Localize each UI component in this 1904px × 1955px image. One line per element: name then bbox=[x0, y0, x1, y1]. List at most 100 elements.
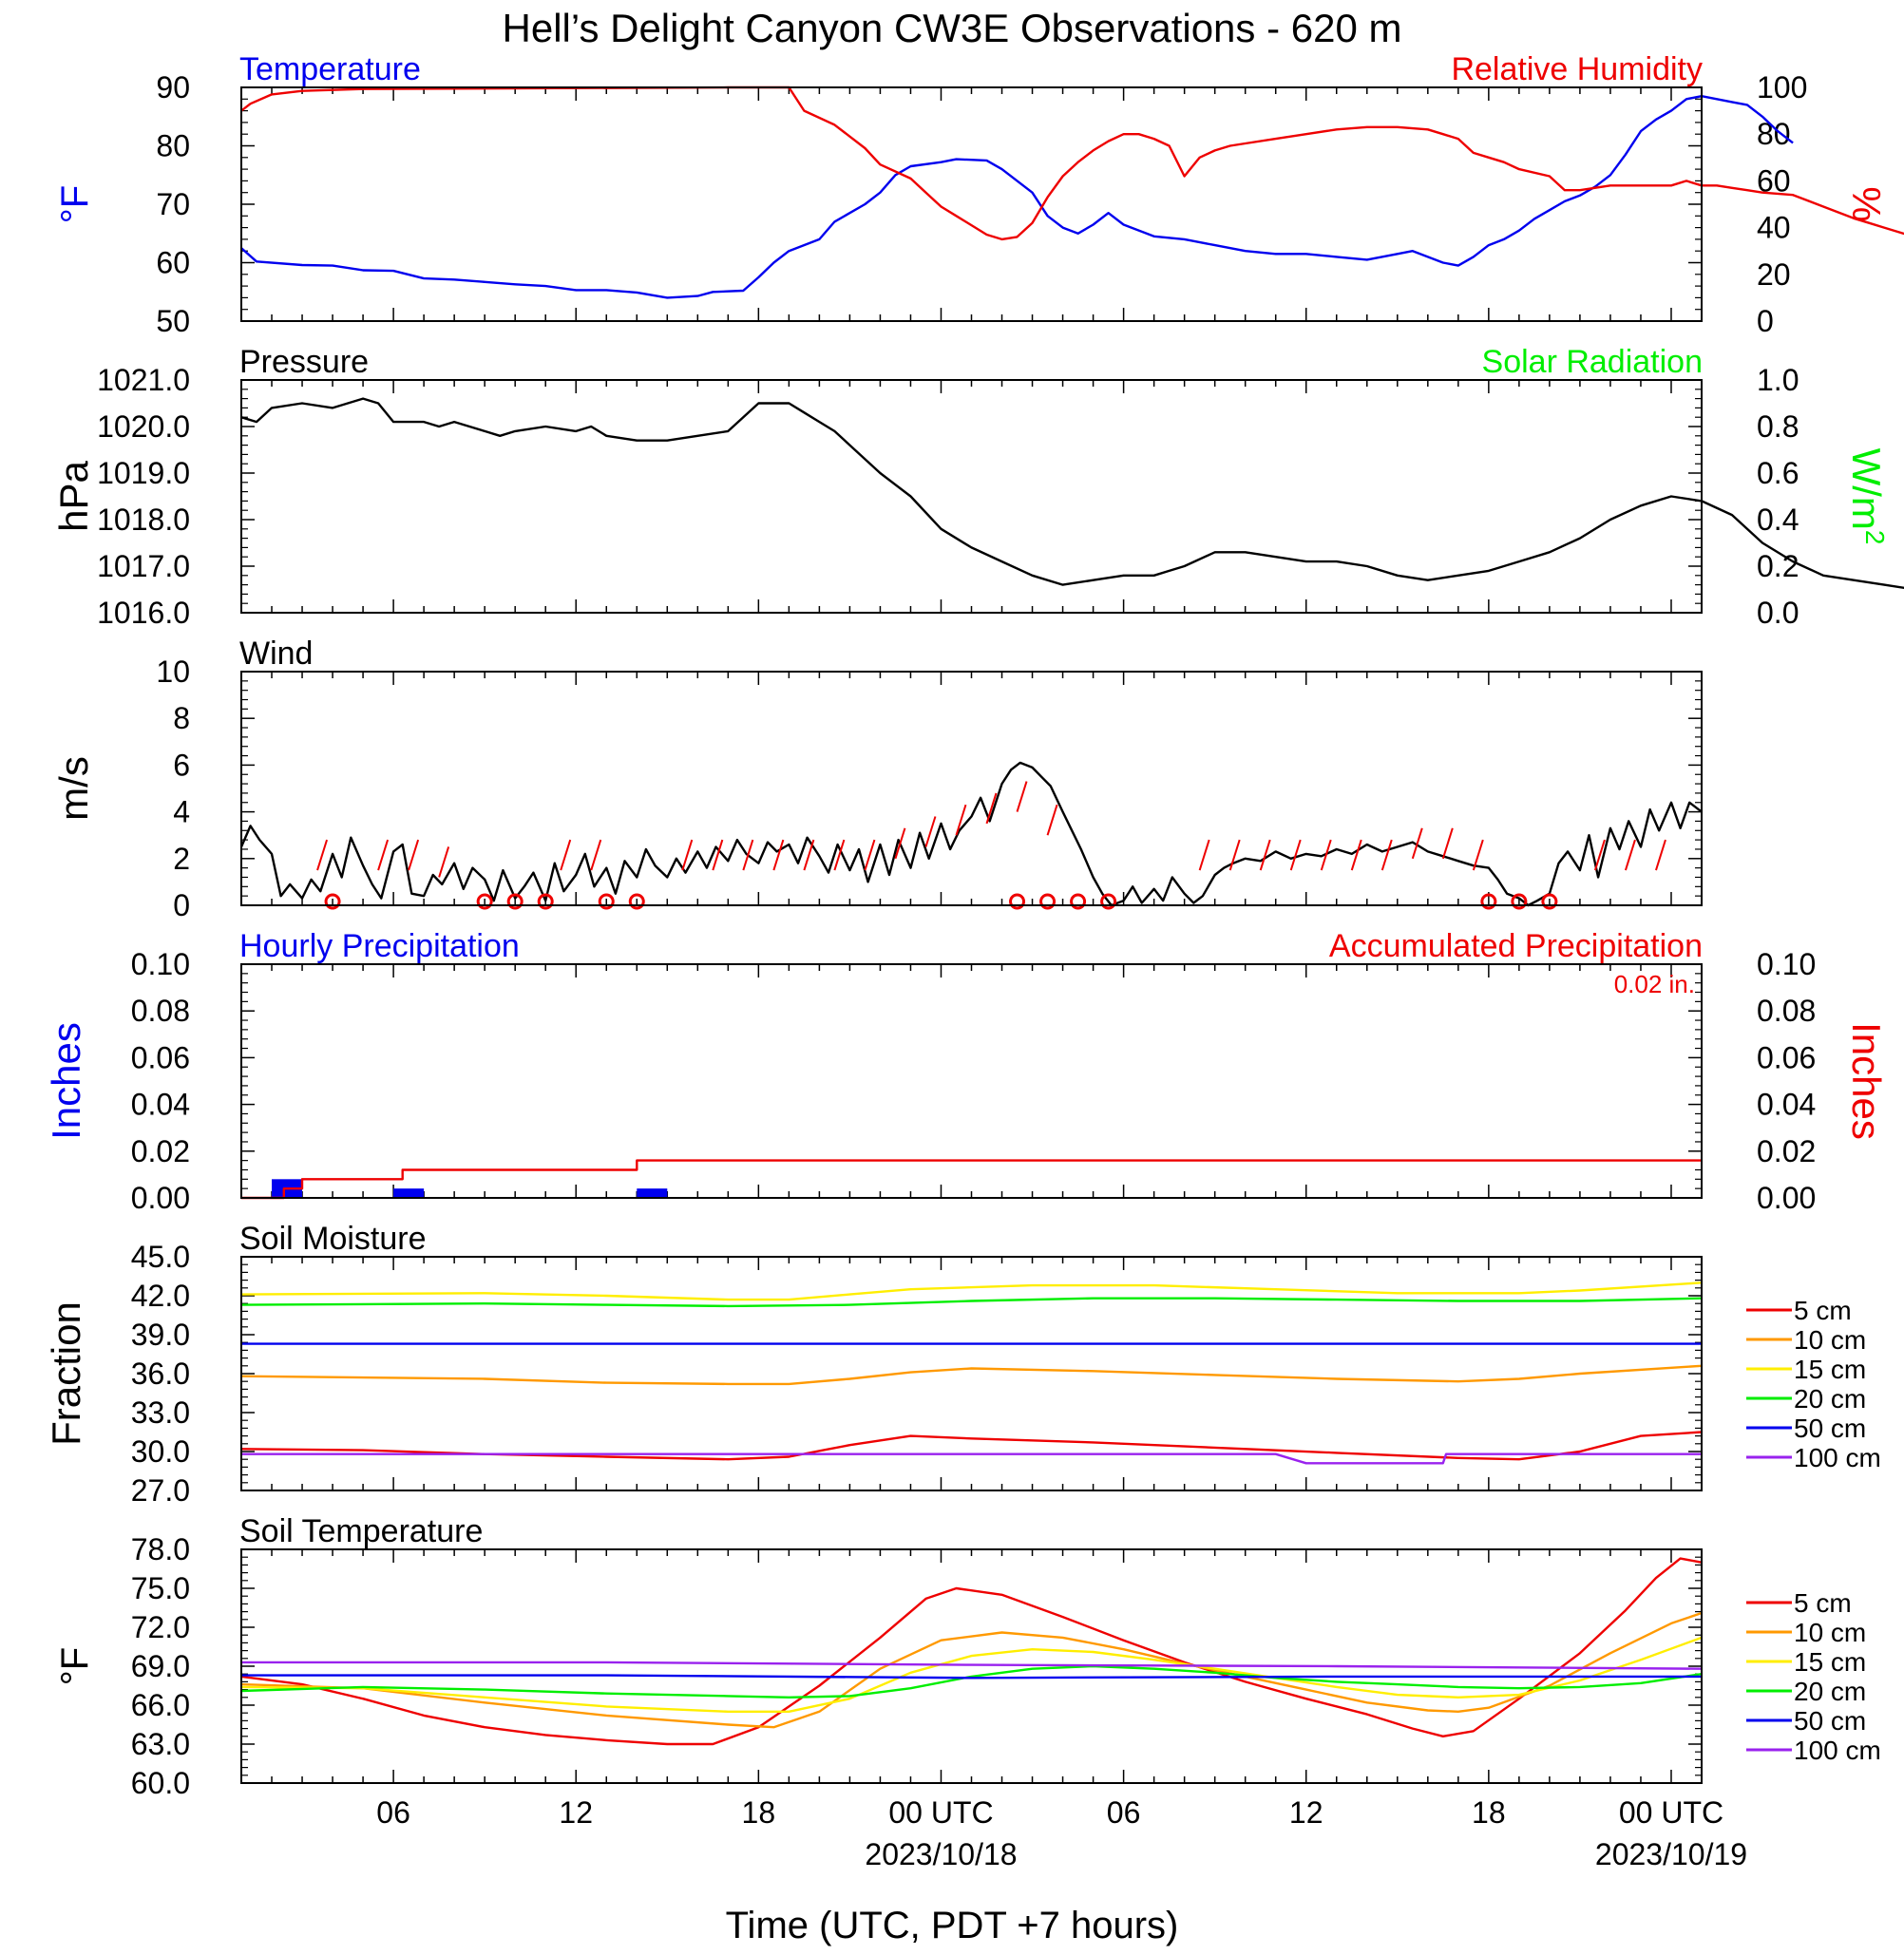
wind-barb bbox=[894, 827, 906, 860]
wind-barb bbox=[1411, 827, 1423, 860]
calm-wind-marker bbox=[1541, 893, 1558, 910]
y-tick-label-left: 63.0 bbox=[131, 1727, 190, 1761]
y-tick-label-left: 0.04 bbox=[131, 1088, 190, 1122]
wind-barb bbox=[1259, 839, 1271, 871]
wind-barb bbox=[772, 839, 785, 871]
y-tick-label-left: 0 bbox=[173, 888, 190, 922]
wind-barb bbox=[742, 839, 754, 871]
x-axis-title: Time (UTC, PDT +7 hours) bbox=[726, 1905, 1179, 1946]
precip-bar bbox=[393, 1188, 425, 1198]
y-tick-label-left: 70 bbox=[156, 187, 190, 221]
panel-frame bbox=[240, 379, 1703, 614]
wind-barb bbox=[377, 839, 390, 871]
chart-panel-5: 27.0 30.0 33.0 36.0 39.0 42.0 45.0 Soil Moistur… bbox=[44, 1221, 1881, 1508]
wind-barb bbox=[681, 839, 694, 871]
calm-wind-marker bbox=[598, 893, 615, 910]
x-tick-date-label: 2023/10/18 bbox=[865, 1837, 1017, 1871]
legend-entry: 15 cm bbox=[1794, 1355, 1866, 1384]
calm-wind-marker bbox=[1480, 893, 1497, 910]
panel-title-right: Relative Humidity bbox=[1451, 51, 1703, 87]
panel-title-right: Solar Radiation bbox=[1482, 344, 1703, 380]
legend-entry: 100 cm bbox=[1794, 1443, 1881, 1472]
legend-entry: 15 cm bbox=[1794, 1647, 1866, 1677]
y-tick-label-left: 80 bbox=[156, 129, 190, 163]
wind-barb bbox=[590, 839, 602, 871]
panel-frame bbox=[240, 1548, 1703, 1784]
series-line-accumulated-precipitation bbox=[241, 1159, 1702, 1200]
series-line-5-cm bbox=[240, 1557, 1703, 1746]
series-line-100-cm bbox=[241, 1661, 1703, 1670]
y-tick-label-left: 1021.0 bbox=[97, 363, 190, 397]
y-tick-label-right: 0.6 bbox=[1757, 456, 1799, 490]
wind-barb bbox=[1441, 827, 1454, 860]
y-tick-label-left: 1017.0 bbox=[97, 549, 190, 583]
panel-title-left: Temperature bbox=[239, 51, 421, 87]
series-line-relative-humidity bbox=[240, 85, 1904, 241]
y-tick-label-left: 39.0 bbox=[131, 1318, 190, 1352]
panel-title-left: Pressure bbox=[239, 344, 369, 380]
y-tick-label-right: 100 bbox=[1757, 70, 1807, 104]
chart-panel-4: 0.00 0.02 0.04 0.06 0.08 0.10 0.00 0.02 0.04 0.06… bbox=[44, 928, 1889, 1215]
precip-bar bbox=[637, 1188, 668, 1198]
wind-barb bbox=[712, 839, 724, 871]
y-axis-label-right: % bbox=[1844, 186, 1889, 221]
chart-panel-3: 0 2 4 6 8 10 Wind m/s bbox=[51, 636, 1703, 922]
y-tick-label-left: 0.00 bbox=[131, 1181, 190, 1215]
wind-barb bbox=[408, 839, 420, 871]
y-axis-label-left: °F bbox=[54, 185, 96, 223]
y-tick-label-right: 0.04 bbox=[1757, 1088, 1816, 1122]
y-tick-label-left: 1016.0 bbox=[97, 596, 190, 630]
calm-wind-marker bbox=[1039, 893, 1057, 910]
calm-wind-marker bbox=[1511, 893, 1528, 910]
y-tick-label-right: 0.06 bbox=[1757, 1040, 1816, 1074]
series-line-100-cm bbox=[241, 1452, 1702, 1465]
series-line-5-cm bbox=[240, 1431, 1703, 1461]
wind-barb bbox=[1380, 839, 1393, 871]
calm-wind-marker bbox=[476, 893, 493, 910]
y-tick-label-right: 0.4 bbox=[1757, 503, 1799, 537]
y-tick-label-right: 0 bbox=[1757, 304, 1774, 338]
y-tick-label-left: 75.0 bbox=[131, 1571, 190, 1605]
y-tick-label-left: 50 bbox=[156, 304, 190, 338]
y-axis-label-left: m/s bbox=[51, 756, 96, 821]
y-tick-label-left: 4 bbox=[173, 795, 190, 829]
y-tick-label-right: 1.0 bbox=[1757, 363, 1799, 397]
calm-wind-marker bbox=[537, 893, 554, 910]
y-tick-label-right: 0.8 bbox=[1757, 409, 1799, 444]
wind-barb bbox=[1289, 839, 1302, 871]
y-tick-label-left: 27.0 bbox=[131, 1473, 190, 1508]
y-tick-label-left: 10 bbox=[156, 655, 190, 689]
chart-panel-2: 1016.0 1017.0 1018.0 1019.0 1020.0 1021.0 0.0 0… bbox=[51, 344, 1904, 630]
panel-frame bbox=[240, 86, 1703, 322]
x-tick-label: 00 UTC bbox=[888, 1795, 993, 1830]
y-tick-label-left: 69.0 bbox=[131, 1649, 190, 1683]
y-tick-label-left: 36.0 bbox=[131, 1357, 190, 1391]
y-axis-label-left: Fraction bbox=[44, 1301, 88, 1446]
panel-title-right: Accumulated Precipitation bbox=[1329, 928, 1703, 964]
y-tick-label-left: 0.02 bbox=[131, 1134, 190, 1168]
y-tick-label-left: 78.0 bbox=[131, 1532, 190, 1566]
y-tick-label-left: 0.06 bbox=[131, 1040, 190, 1074]
legend-entry: 10 cm bbox=[1794, 1618, 1866, 1647]
y-tick-label-left: 33.0 bbox=[131, 1395, 190, 1430]
legend-entry: 50 cm bbox=[1794, 1414, 1866, 1443]
wind-barb bbox=[1046, 804, 1058, 836]
wind-barb bbox=[1228, 839, 1241, 871]
legend-entry: 10 cm bbox=[1794, 1325, 1866, 1355]
chart-panel-6: 60.0 63.0 66.0 69.0 72.0 75.0 78.0 Soil Tempera… bbox=[54, 1513, 1881, 1800]
legend-entry: 20 cm bbox=[1794, 1384, 1866, 1414]
wind-barb bbox=[560, 839, 572, 871]
y-tick-label-left: 60.0 bbox=[131, 1766, 190, 1800]
series-line-10-cm bbox=[240, 1611, 1703, 1729]
calm-wind-marker bbox=[1070, 893, 1087, 910]
series-line-20-cm bbox=[240, 1297, 1703, 1308]
legend-entry: 50 cm bbox=[1794, 1706, 1866, 1736]
y-tick-label-left: 8 bbox=[173, 701, 190, 735]
legend-entry: 100 cm bbox=[1794, 1736, 1881, 1765]
y-tick-label-right: 20 bbox=[1757, 257, 1791, 292]
y-tick-label-left: 72.0 bbox=[131, 1610, 190, 1644]
wind-barb bbox=[864, 839, 876, 871]
